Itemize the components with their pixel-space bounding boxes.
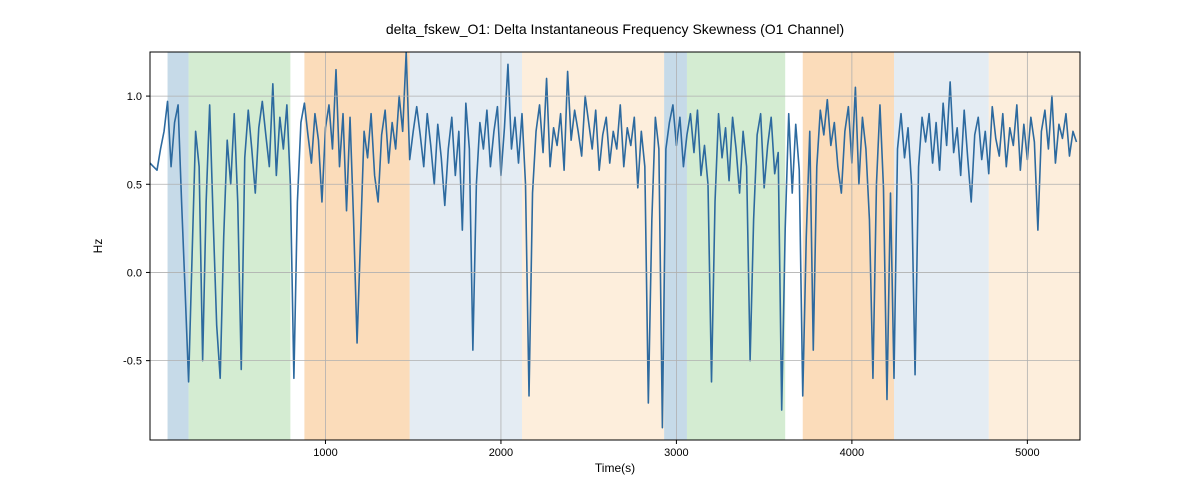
y-tick-label: 0.5 — [127, 179, 142, 191]
x-tick-label: 2000 — [489, 447, 513, 459]
plot-area — [150, 52, 1080, 440]
y-axis-label: Hz — [91, 239, 105, 254]
y-tick-label: 0.0 — [127, 267, 142, 279]
stage-band — [989, 52, 1080, 440]
x-tick-label: 3000 — [664, 447, 688, 459]
stage-band — [304, 52, 409, 440]
stage-band — [687, 52, 785, 440]
x-tick-label: 1000 — [313, 447, 337, 459]
chart-svg: 1000 2000 3000 4000 5000 -0.5 0.0 0.5 1.0 Time(s)… — [0, 0, 1200, 500]
y-tick-label: 1.0 — [127, 91, 142, 103]
y-tick-label: -0.5 — [123, 356, 142, 368]
chart-title: delta_fskew_O1: Delta Instantaneous Freq… — [386, 21, 844, 37]
stage-band — [894, 52, 989, 440]
chart-container: 1000 2000 3000 4000 5000 -0.5 0.0 0.5 1.0 Time(s)… — [0, 0, 1200, 500]
stage-band — [189, 52, 291, 440]
x-tick-label: 5000 — [1015, 447, 1039, 459]
x-tick-label: 4000 — [840, 447, 864, 459]
stage-band — [664, 52, 687, 440]
x-axis-label: Time(s) — [595, 461, 635, 475]
stage-band — [522, 52, 664, 440]
